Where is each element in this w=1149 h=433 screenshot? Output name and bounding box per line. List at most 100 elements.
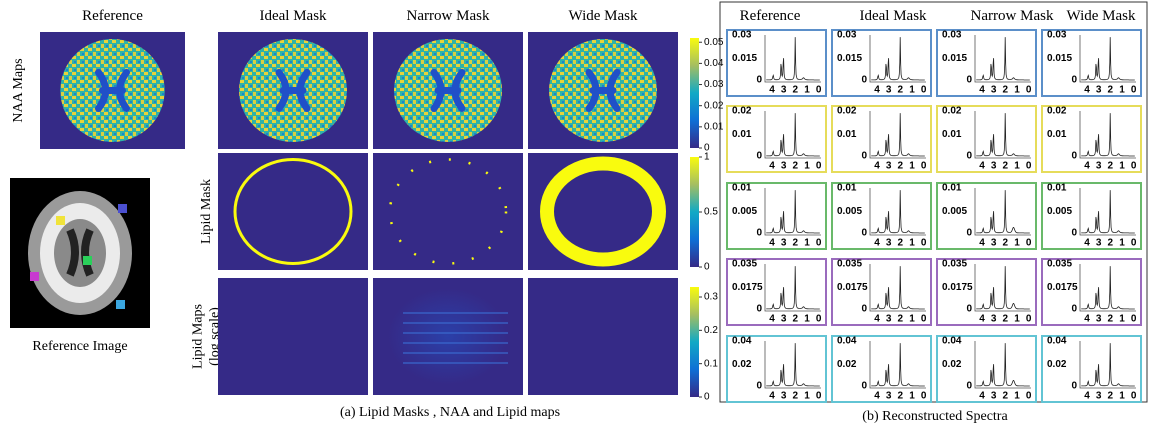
gray-core <box>54 219 106 287</box>
column-header: Narrow Mask <box>971 8 1054 24</box>
y-tick-label: 0 <box>966 228 972 239</box>
colorbar-tick-label: 0 <box>704 262 710 273</box>
x-tick-label: 4 <box>1084 85 1090 96</box>
y-tick-label: 0 <box>966 381 972 392</box>
x-tick-label: 3 <box>781 391 787 402</box>
x-tick-label: 0 <box>1131 85 1137 96</box>
x-tick-label: 2 <box>793 85 799 96</box>
y-tick-label: 0.04 <box>732 336 752 347</box>
y-tick-label: 0.01 <box>732 129 752 140</box>
colorbar-tick-label: 0.2 <box>704 325 718 336</box>
y-tick-label: 0.035 <box>942 259 967 270</box>
x-tick-label: 2 <box>1108 238 1114 249</box>
lipid-glow <box>388 289 508 385</box>
roi-marker <box>83 256 92 265</box>
map-background <box>373 153 523 270</box>
x-tick-label: 0 <box>1131 314 1137 325</box>
y-tick-label: 0 <box>861 381 867 392</box>
map-background <box>218 278 368 395</box>
y-tick-label: 0.0175 <box>732 282 763 293</box>
y-tick-label: 0.03 <box>1047 30 1067 41</box>
x-tick-label: 3 <box>991 238 997 249</box>
x-tick-label: 1 <box>1014 161 1020 172</box>
x-tick-label: 1 <box>1014 391 1020 402</box>
y-tick-label: 0.005 <box>732 206 757 217</box>
x-tick-label: 4 <box>979 391 985 402</box>
x-tick-label: 1 <box>909 85 915 96</box>
y-tick-label: 0.03 <box>837 30 857 41</box>
row-label: Lipid Mask <box>199 179 214 244</box>
y-tick-label: 0.02 <box>837 359 857 370</box>
column-header: Narrow Mask <box>407 8 490 24</box>
x-tick-label: 0 <box>816 161 822 172</box>
x-tick-label: 0 <box>1131 391 1137 402</box>
roi-marker <box>118 204 127 213</box>
x-tick-label: 0 <box>816 314 822 325</box>
y-tick-label: 0.01 <box>942 183 962 194</box>
colorbar-tick-label: 0 <box>704 392 710 403</box>
x-tick-label: 4 <box>979 238 985 249</box>
y-tick-label: 0.02 <box>1047 106 1067 117</box>
row-label: Lipid Maps <box>191 304 206 369</box>
x-tick-label: 3 <box>1096 314 1102 325</box>
x-tick-label: 0 <box>1026 391 1032 402</box>
x-tick-label: 1 <box>804 85 810 96</box>
column-header: Reference <box>82 8 143 24</box>
x-tick-label: 4 <box>874 238 880 249</box>
y-tick-label: 0 <box>1071 381 1077 392</box>
y-tick-label: 0.04 <box>837 336 857 347</box>
x-tick-label: 2 <box>1003 238 1009 249</box>
x-tick-label: 0 <box>921 85 927 96</box>
x-tick-label: 4 <box>1084 391 1090 402</box>
roi-marker <box>30 272 39 281</box>
x-tick-label: 4 <box>874 391 880 402</box>
y-tick-label: 0 <box>756 228 762 239</box>
y-tick-label: 0.0175 <box>837 282 868 293</box>
x-tick-label: 1 <box>804 238 810 249</box>
column-header: Wide Mask <box>1067 8 1136 24</box>
y-tick-label: 0 <box>1071 304 1077 315</box>
y-tick-label: 0.02 <box>942 359 962 370</box>
y-tick-label: 0.01 <box>732 183 752 194</box>
colorbar-tick-label: 0.03 <box>704 79 724 90</box>
y-tick-label: 0 <box>966 75 972 86</box>
x-tick-label: 2 <box>1003 85 1009 96</box>
x-tick-label: 2 <box>1108 85 1114 96</box>
x-tick-label: 3 <box>991 314 997 325</box>
x-tick-label: 0 <box>921 314 927 325</box>
colorbar <box>690 287 699 397</box>
x-tick-label: 4 <box>769 391 775 402</box>
colorbar-tick-label: 0.04 <box>704 58 724 69</box>
y-tick-label: 0.01 <box>837 183 857 194</box>
colorbar-tick-label: 1 <box>704 152 710 163</box>
x-tick-label: 0 <box>1131 161 1137 172</box>
x-tick-label: 1 <box>1119 238 1125 249</box>
x-tick-label: 2 <box>898 314 904 325</box>
y-tick-label: 0.02 <box>1047 359 1067 370</box>
x-tick-label: 4 <box>979 161 985 172</box>
y-tick-label: 0.015 <box>732 53 757 64</box>
y-tick-label: 0.015 <box>1047 53 1072 64</box>
y-tick-label: 0 <box>756 304 762 315</box>
x-tick-label: 0 <box>1026 314 1032 325</box>
y-tick-label: 0 <box>756 151 762 162</box>
x-tick-label: 4 <box>1084 314 1090 325</box>
x-tick-label: 3 <box>886 238 892 249</box>
x-tick-label: 2 <box>898 161 904 172</box>
y-tick-label: 0.02 <box>732 106 752 117</box>
y-tick-label: 0.01 <box>942 129 962 140</box>
x-tick-label: 0 <box>1026 238 1032 249</box>
y-tick-label: 0.01 <box>1047 129 1067 140</box>
colorbar-tick-label: 0.01 <box>704 121 724 132</box>
x-tick-label: 4 <box>769 161 775 172</box>
y-tick-label: 0.005 <box>942 206 967 217</box>
x-tick-label: 1 <box>1119 85 1125 96</box>
x-tick-label: 2 <box>898 391 904 402</box>
x-tick-label: 2 <box>793 314 799 325</box>
colorbar-tick-label: 0.3 <box>704 292 718 303</box>
x-tick-label: 0 <box>1026 85 1032 96</box>
map-background <box>218 153 368 270</box>
y-tick-label: 0.0175 <box>942 282 973 293</box>
x-tick-label: 3 <box>781 161 787 172</box>
